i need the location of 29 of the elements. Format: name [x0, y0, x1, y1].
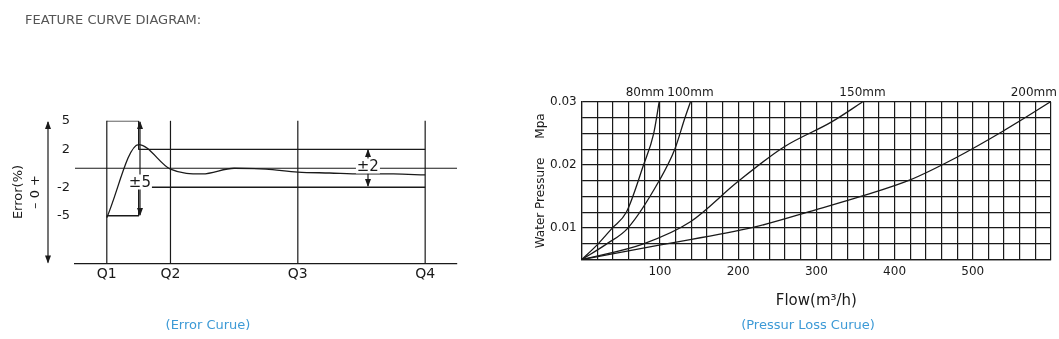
series-label: 80mm — [625, 85, 665, 100]
y-axis-title: Water Pressure Mpa — [533, 113, 548, 249]
text: (Error Curue) — [164, 317, 252, 332]
x-tick-label: 200 — [726, 263, 750, 278]
x-tick-label: 500 — [961, 263, 985, 278]
x-tick-label: 300 — [804, 263, 828, 278]
annotation: ±5 — [127, 172, 152, 191]
x-tick-label: 400 — [883, 263, 907, 278]
series-label: 200mm — [1010, 85, 1058, 100]
x-axis-title: Flow(m³/h) — [775, 290, 857, 309]
series-label: 100mm — [667, 85, 714, 100]
text: (Pressur Loss Curue) — [740, 317, 876, 332]
x-tick-label: Q4 — [415, 265, 436, 282]
y-tick-label: -5 — [56, 207, 70, 223]
y-tick-label: 2 — [61, 140, 70, 156]
y-tick-label: 0.02 — [550, 157, 577, 172]
text: – 0 + — [27, 175, 43, 209]
y-tick-label: 0.03 — [550, 94, 577, 109]
x-tick-label: Q1 — [96, 265, 117, 282]
x-tick-label: Q3 — [287, 265, 308, 282]
y-tick-label: 5 — [61, 112, 70, 128]
y-axis-title: Error(%) — [10, 164, 26, 220]
chart-title: FEATURE CURVE DIAGRAM: — [25, 12, 202, 27]
annotation: ±2 — [355, 156, 380, 175]
series-label: 150mm — [839, 85, 886, 100]
y-tick-label: -2 — [56, 178, 70, 194]
x-tick-label: Q2 — [160, 265, 181, 282]
y-tick-label: 0.01 — [550, 220, 577, 235]
x-tick-label: 100 — [648, 263, 672, 278]
